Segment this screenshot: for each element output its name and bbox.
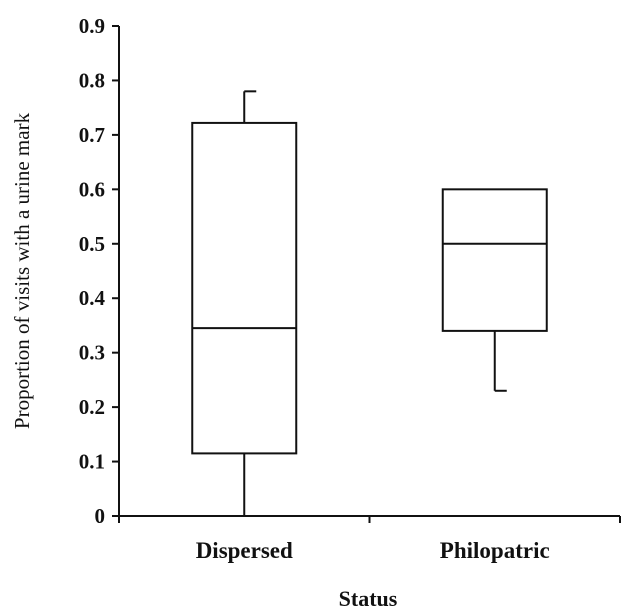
y-tick-label: 0.6 (79, 177, 105, 201)
y-tick-label: 0 (95, 504, 106, 528)
y-tick-label: 0.7 (79, 123, 105, 147)
x-category-label: Philopatric (440, 538, 550, 563)
y-tick-label: 0.5 (79, 232, 105, 256)
box-philopatric (441, 188, 548, 392)
x-category-label: Dispersed (196, 538, 293, 563)
y-tick-label: 0.2 (79, 395, 105, 419)
interquartile-box (191, 121, 298, 455)
y-tick-label: 0.3 (79, 341, 105, 365)
x-axis-title: Status (339, 586, 398, 611)
axis-labels: Status Proportion of visits with a urine… (10, 112, 550, 611)
boxes (191, 90, 548, 516)
box-dispersed (191, 90, 298, 516)
y-tick-label: 0.1 (79, 450, 105, 474)
y-tick-label: 0.4 (79, 286, 106, 310)
interquartile-box (441, 188, 548, 332)
y-tick-label: 0.9 (79, 14, 105, 38)
y-axis-title: Proportion of visits with a urine mark (10, 112, 34, 429)
y-tick-label: 0.8 (79, 68, 105, 92)
axes (118, 26, 621, 523)
y-axis-ticks: 0 0.1 0.2 0.3 0.4 0.5 0.6 0.7 0.8 0.9 (79, 14, 119, 528)
